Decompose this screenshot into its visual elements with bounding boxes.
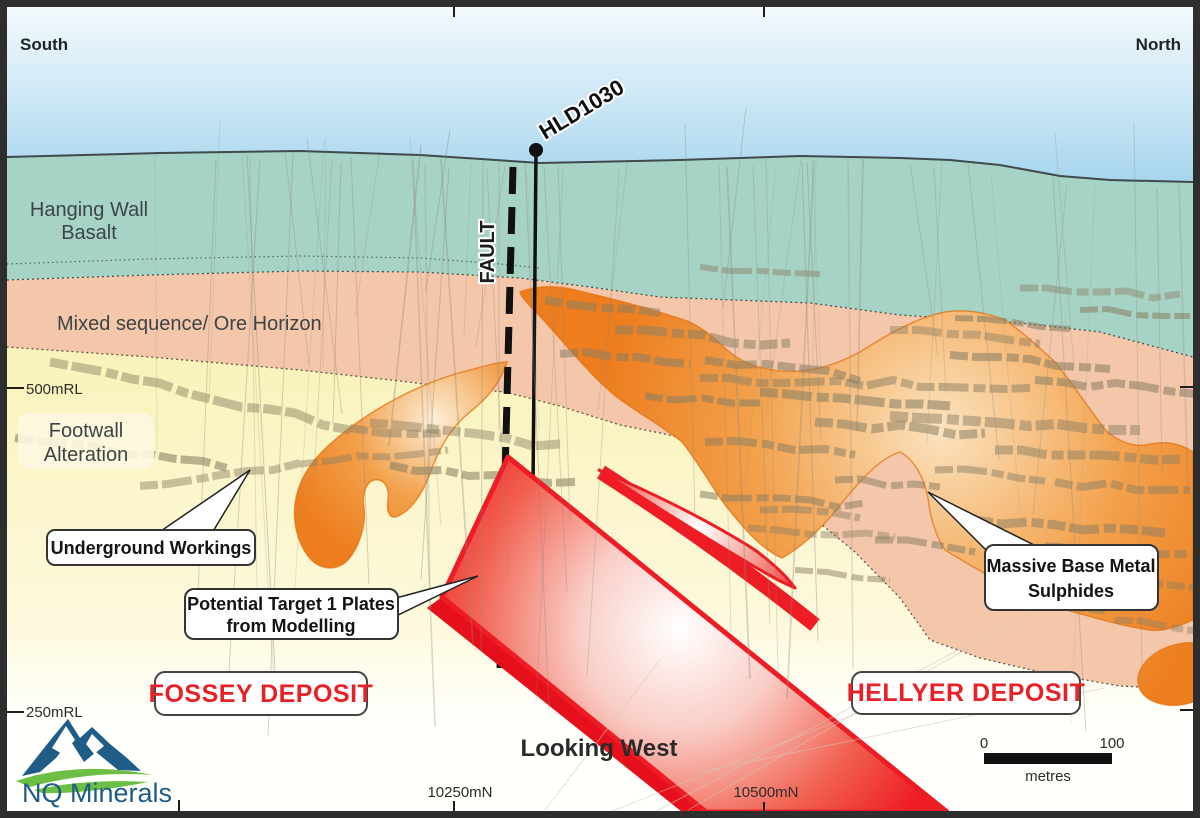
hanging-wall-band [7, 151, 1193, 357]
underground-workings-label: Underground Workings [51, 538, 252, 558]
surface-line [6, 149, 1194, 183]
northing-label-10500: 10500mN [733, 784, 798, 801]
scale-bar-end: 100 [1099, 735, 1124, 752]
hellyer-deposit-label: HELLYER DEPOSIT [847, 679, 1086, 707]
target-plate-small [597, 468, 797, 590]
north-label: North [1136, 35, 1181, 54]
scale-bar-rect [984, 753, 1112, 764]
drillhole-traces [154, 107, 1189, 737]
fossey-deposit-label: FOSSEY DEPOSIT [149, 680, 374, 708]
northing-label-10250: 10250mN [427, 784, 492, 801]
south-label: South [20, 35, 68, 54]
drillhole-collar [529, 143, 543, 157]
hellyer-deposit-box: HELLYER DEPOSIT [847, 671, 1086, 715]
hanging-wall-label-line1: Hanging Wall [30, 199, 148, 221]
logo-mountain-snow [52, 726, 104, 754]
logo-company-name: NQ Minerals [22, 778, 172, 808]
massive-sulphides-label-line2: Sulphides [1028, 581, 1114, 601]
callout-massive-sulphides: Massive Base Metal Sulphides [927, 491, 1159, 611]
footwall-label-line2: Alteration [44, 444, 129, 466]
underground-workings-traces [14, 264, 1196, 635]
potential-target-label-line2: from Modelling [227, 616, 356, 636]
footwall-label-box: Footwall Alteration [18, 413, 154, 469]
fossey-deposit-box: FOSSEY DEPOSIT [149, 671, 374, 716]
basalt-inner-dotted-line [6, 255, 541, 269]
potential-target-label-line1: Potential Target 1 Plates [187, 594, 395, 614]
rl-label-500: 500mRL [26, 381, 83, 398]
callout-underground-workings: Underground Workings [46, 469, 256, 566]
nq-minerals-logo: NQ Minerals [16, 719, 172, 808]
massive-sulphides-label-line1: Massive Base Metal [986, 556, 1155, 576]
scale-bar-start: 0 [980, 735, 988, 752]
scale-bar-unit: metres [1025, 768, 1071, 785]
mixed-sequence-label: Mixed sequence/ Ore Horizon [57, 313, 322, 335]
drillhole-trace-hld1030 [531, 149, 538, 489]
footwall-label-line1: Footwall [49, 420, 123, 442]
logo-swoosh-icon [16, 768, 152, 794]
callout-potential-target: Potential Target 1 Plates from Modelling [184, 575, 479, 640]
rl-label-250: 250mRL [26, 704, 83, 721]
hanging-wall-label-line2: Basalt [61, 222, 117, 244]
logo-mountain-icon [22, 719, 141, 776]
scale-bar: 0 100 metres [980, 735, 1125, 785]
sulphide-corner-blob [1137, 642, 1200, 706]
looking-west-label: Looking West [521, 735, 678, 762]
fault-label: FAULT [477, 221, 499, 284]
